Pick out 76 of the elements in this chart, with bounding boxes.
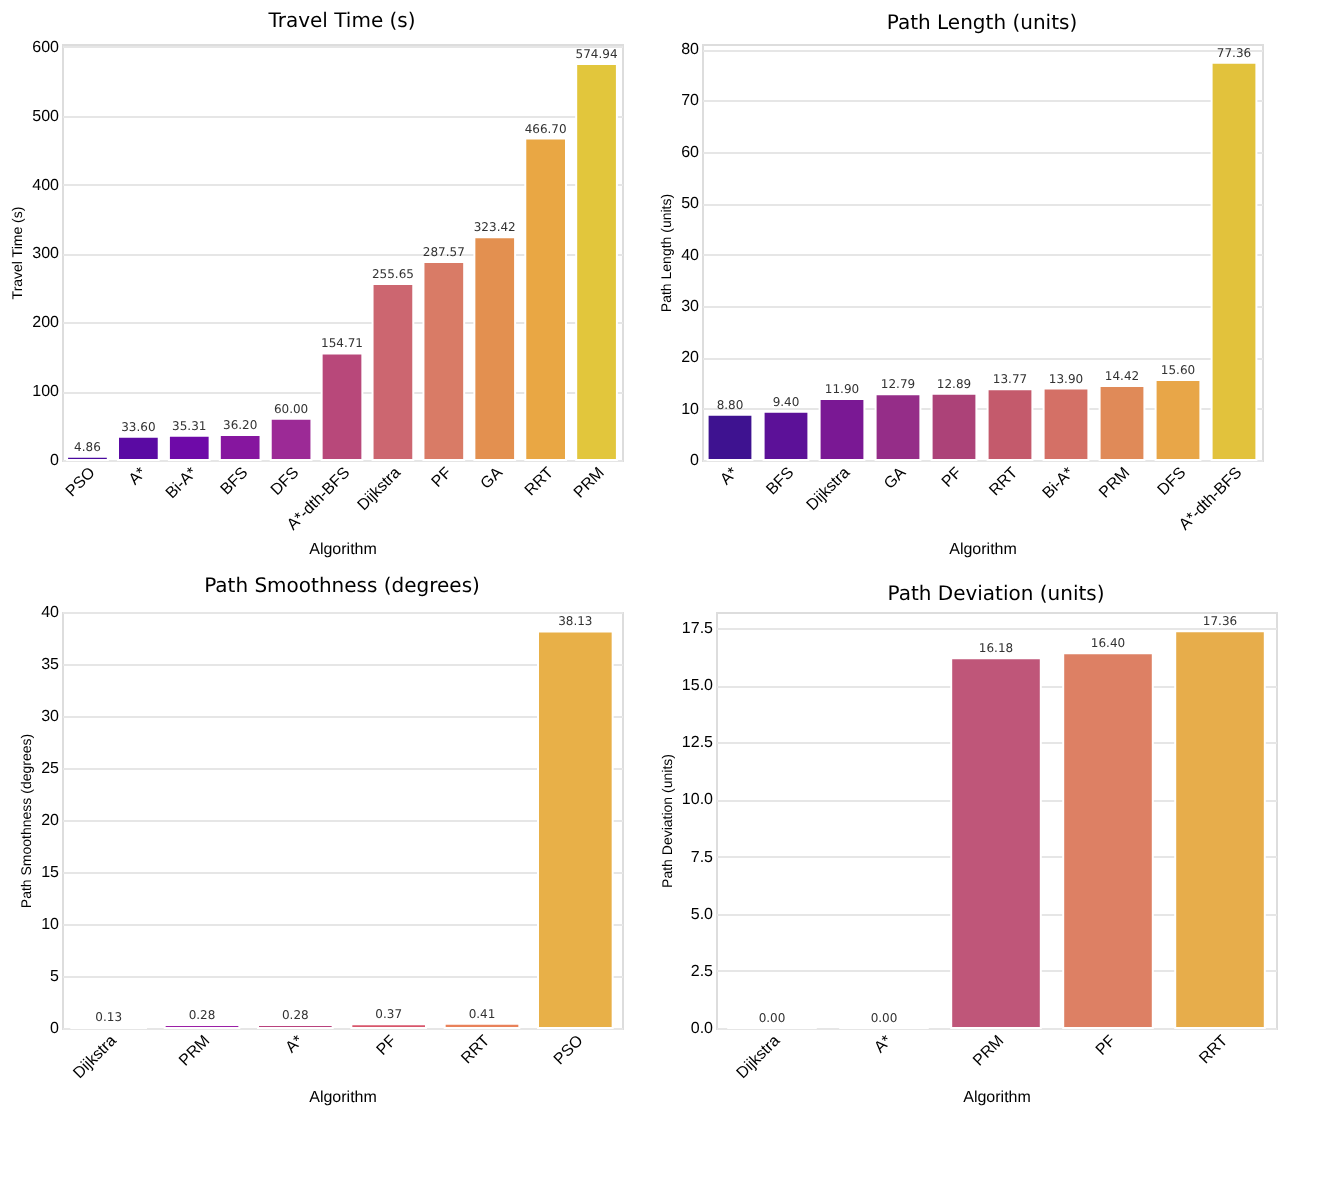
bar xyxy=(1210,61,1258,461)
y-tick-label: 20 xyxy=(41,811,61,829)
y-tick-label: 20 xyxy=(681,348,701,367)
y-tick-label: 25 xyxy=(41,759,61,777)
y-tick-label: 70 xyxy=(681,91,701,110)
bar xyxy=(269,417,313,461)
bar xyxy=(818,397,866,461)
y-tick-label: 30 xyxy=(681,296,701,315)
x-tick-label: PF xyxy=(372,1031,401,1059)
bar xyxy=(762,410,810,461)
bar xyxy=(371,282,415,461)
x-tick-label: A* xyxy=(870,1031,896,1057)
bar xyxy=(117,435,160,461)
y-tick-label: 40 xyxy=(41,603,61,621)
x-axis-title: Algorithm xyxy=(949,539,1018,558)
bar xyxy=(1042,387,1090,461)
x-axis-title: Algorithm xyxy=(963,1088,1032,1107)
y-tick-label: 15 xyxy=(41,863,61,881)
y-tick-label: 200 xyxy=(32,313,61,332)
y-tick-label: 400 xyxy=(32,175,61,194)
y-tick-label: 100 xyxy=(32,382,61,401)
y-tick-label: 300 xyxy=(32,244,61,263)
x-tick-label: PF xyxy=(938,463,966,491)
y-tick-label: 0 xyxy=(50,451,61,469)
bar xyxy=(473,236,517,461)
y-tick-label: 5.0 xyxy=(690,904,715,923)
y-tick-label: 60 xyxy=(681,142,701,161)
bar xyxy=(874,393,922,461)
x-tick-label: GA xyxy=(880,462,911,493)
bar xyxy=(986,388,1034,461)
y-tick-label: 10.0 xyxy=(681,790,715,809)
bar xyxy=(950,657,1042,1029)
bar xyxy=(706,413,754,461)
bar xyxy=(1174,630,1266,1029)
bar xyxy=(524,137,567,461)
bar xyxy=(218,434,262,461)
y-tick-label: 5 xyxy=(50,967,61,985)
bar xyxy=(1098,384,1146,461)
chart-title: Travel Time (s) xyxy=(266,10,416,33)
x-axis-title: Algorithm xyxy=(309,539,378,558)
bar xyxy=(1062,652,1154,1029)
y-tick-label: 0 xyxy=(690,451,701,469)
y-tick-label: 35 xyxy=(41,655,61,673)
y-tick-label: 10 xyxy=(41,915,61,933)
bar xyxy=(320,352,364,461)
bar xyxy=(575,63,618,461)
y-tick-label: 80 xyxy=(681,40,701,59)
y-tick-label: 15.0 xyxy=(681,676,715,695)
y-tick-label: 30 xyxy=(41,707,61,725)
y-tick-label: 50 xyxy=(681,194,701,213)
y-tick-label: 0 xyxy=(50,1019,61,1037)
y-tick-label: 7.5 xyxy=(690,847,715,866)
y-tick-label: 12.5 xyxy=(681,733,715,752)
bar xyxy=(1154,378,1202,461)
y-tick-label: 0.0 xyxy=(690,1019,715,1037)
bar xyxy=(537,630,614,1029)
x-tick-label: A* xyxy=(716,463,742,489)
bar xyxy=(443,1022,521,1029)
y-tick-label: 2.5 xyxy=(690,961,715,980)
y-tick-label: 600 xyxy=(32,37,61,56)
x-tick-label: A* xyxy=(124,463,150,489)
x-tick-label: PF xyxy=(427,463,456,491)
x-tick-label: PF xyxy=(1092,1031,1120,1059)
chart-title: Path Smoothness (degrees) xyxy=(204,576,481,598)
y-tick-label: 500 xyxy=(32,106,61,125)
y-tick-label: 10 xyxy=(681,399,701,418)
chart-title: Path Deviation (units) xyxy=(887,584,1105,606)
bar xyxy=(422,260,466,461)
y-tick-label: 17.5 xyxy=(681,619,715,637)
x-tick-label: A* xyxy=(281,1031,307,1057)
bar xyxy=(930,392,978,461)
bar xyxy=(167,434,211,461)
y-tick-label: 40 xyxy=(681,245,701,264)
x-tick-label: GA xyxy=(476,462,507,493)
x-axis-title: Algorithm xyxy=(309,1088,378,1107)
chart-title: Path Length (units) xyxy=(886,13,1078,36)
